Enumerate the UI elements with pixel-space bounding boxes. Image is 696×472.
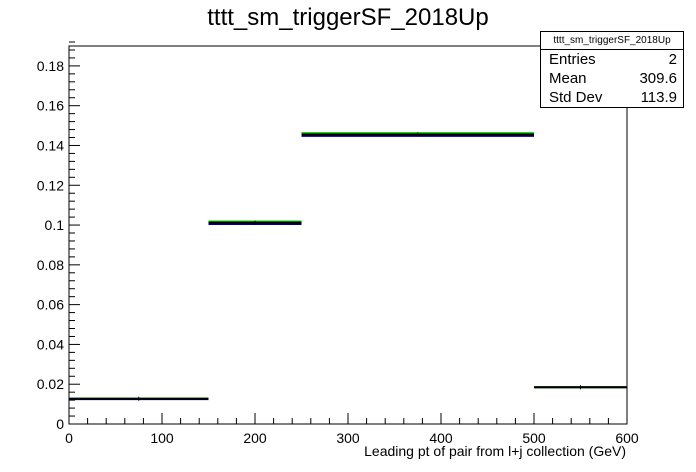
y-tick-label: 0.1 — [45, 217, 65, 233]
stats-value: 2 — [668, 51, 677, 68]
x-tick-label: 500 — [522, 430, 546, 446]
x-tick-label: 600 — [615, 430, 639, 446]
stats-row-mean: Mean 309.6 — [541, 69, 683, 88]
y-tick-label: 0.04 — [37, 336, 64, 352]
stats-box-title: tttt_sm_triggerSF_2018Up — [541, 32, 683, 50]
y-tick-label: 0.08 — [37, 257, 64, 273]
y-tick-label: 0.18 — [37, 58, 64, 74]
y-tick-label: 0.06 — [37, 297, 64, 313]
stats-row-stddev: Std Dev 113.9 — [541, 88, 683, 107]
y-tick-label: 0.12 — [37, 177, 64, 193]
stats-label: Mean — [549, 70, 587, 87]
x-tick-label: 100 — [150, 430, 174, 446]
stats-label: Std Dev — [549, 89, 603, 106]
y-tick-label: 0.16 — [37, 98, 64, 114]
y-tick-label: 0 — [56, 416, 64, 432]
x-axis-label: Leading pt of pair from l+j collection (… — [364, 443, 626, 459]
y-tick-label: 0.14 — [37, 137, 64, 153]
stats-row-entries: Entries 2 — [541, 50, 683, 69]
x-tick-label: 300 — [336, 430, 360, 446]
stats-box: tttt_sm_triggerSF_2018Up Entries 2 Mean … — [540, 31, 684, 108]
x-tick-label: 200 — [243, 430, 267, 446]
stats-label: Entries — [549, 51, 596, 68]
stats-value: 113.9 — [640, 89, 677, 106]
x-tick-label: 0 — [65, 430, 73, 446]
chart-title: tttt_sm_triggerSF_2018Up — [207, 4, 489, 31]
x-tick-label: 400 — [429, 430, 453, 446]
stats-value: 309.6 — [639, 70, 677, 87]
y-tick-label: 0.02 — [37, 376, 64, 392]
